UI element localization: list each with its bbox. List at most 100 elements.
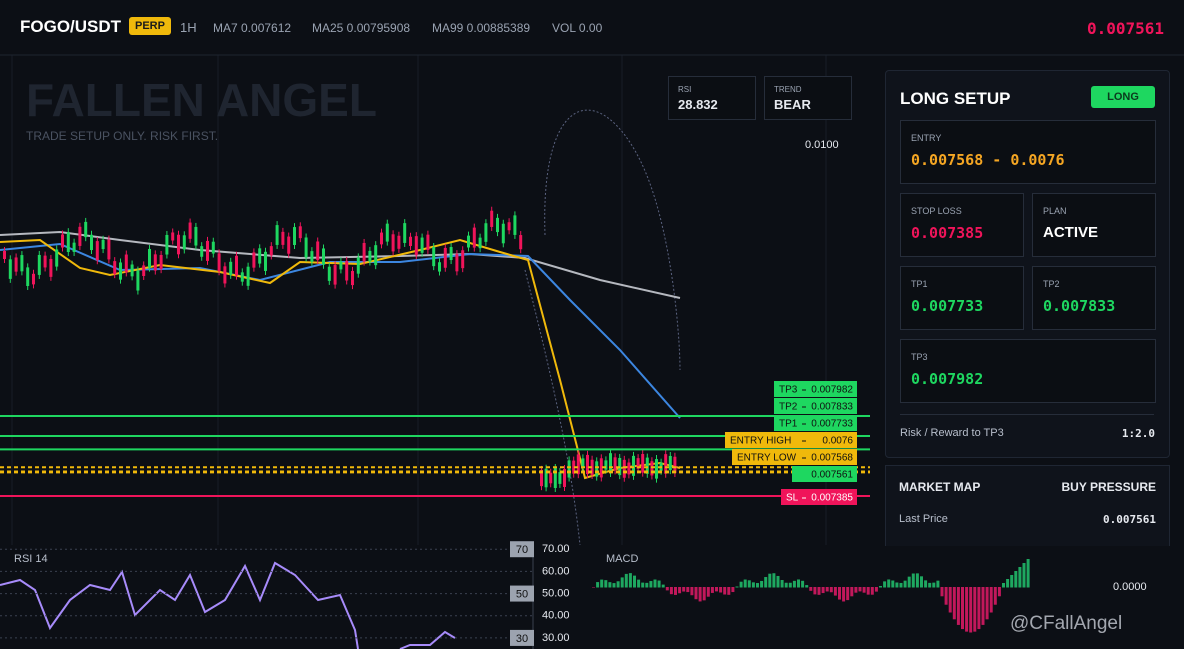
trend-value: BEAR: [774, 97, 811, 112]
macd-bar: [731, 587, 735, 593]
candle-body: [351, 270, 354, 286]
candle-body: [558, 472, 562, 484]
candle-body: [345, 260, 349, 281]
macd-bar: [702, 587, 706, 601]
macd-bar: [817, 587, 821, 595]
macd-bar: [821, 587, 825, 594]
trend-label: TREND: [774, 85, 802, 94]
macd-bar: [874, 587, 878, 592]
market-title: MARKET MAP: [899, 480, 981, 494]
candle-body: [95, 241, 99, 261]
candle-body: [293, 227, 296, 245]
level-value: 0.007733: [811, 419, 853, 430]
candle-body: [287, 236, 291, 254]
candle-body: [316, 241, 320, 261]
rsi-tick-label: 60.00: [542, 565, 570, 577]
candle-body: [668, 455, 672, 471]
candle-body: [673, 456, 677, 474]
macd-bar: [915, 573, 919, 588]
macd-bar: [838, 587, 841, 600]
candle-body: [113, 261, 117, 275]
candle-body: [368, 250, 372, 262]
macd-bar: [883, 581, 887, 588]
macd-bar: [751, 582, 755, 588]
trend-card: TREND BEAR: [764, 76, 852, 120]
interval: 1H: [180, 20, 197, 35]
macd-bar: [825, 587, 829, 592]
candle-body: [26, 267, 30, 286]
candle-body: [217, 253, 221, 272]
ma7-line: [0, 238, 681, 480]
macd-bar: [608, 582, 612, 588]
candle-body: [432, 247, 436, 267]
candle-body: [599, 458, 603, 478]
candle-body: [636, 458, 640, 469]
candle-body: [403, 223, 407, 243]
macd-bar: [698, 587, 702, 602]
macd-bar: [887, 579, 891, 588]
ma25: MA25 0.00795908: [312, 21, 411, 35]
level-label: TP3: [779, 385, 798, 396]
candle-body: [194, 226, 198, 246]
candle-body: [478, 237, 482, 249]
setup-title: LONG SETUP: [900, 89, 1011, 108]
plan-card: PLAN ACTIVE: [1032, 193, 1156, 257]
macd-bar: [596, 582, 600, 588]
candle-body: [496, 217, 499, 233]
macd-bar: [756, 583, 759, 588]
macd-bar: [813, 587, 817, 595]
macd-bar: [993, 587, 997, 605]
stop-card: STOP LOSS 0.007385: [900, 193, 1024, 257]
candle-body: [235, 255, 238, 276]
plan-label: PLAN: [1043, 206, 1067, 216]
rsi-axis-bg: [533, 545, 580, 649]
rsi-level-box: [510, 541, 534, 558]
level-label: TP2: [779, 402, 798, 413]
long-button[interactable]: LONG: [1091, 86, 1155, 108]
candle-body: [627, 462, 631, 475]
macd-bar: [1014, 571, 1018, 588]
candle-body: [119, 262, 122, 280]
macd-bar: [600, 579, 604, 588]
macd-bar: [911, 573, 915, 588]
macd-bar: [842, 587, 846, 602]
candle-body: [124, 254, 128, 273]
level-box: [732, 449, 857, 465]
macd-bar: [866, 587, 870, 595]
candle-body: [443, 247, 447, 268]
tp3-label: TP3: [911, 352, 928, 362]
macd-bar: [604, 580, 608, 588]
macd-bar: [903, 580, 907, 588]
candle-body: [165, 234, 169, 255]
rsi-level-label: 50: [516, 588, 528, 600]
candle-body: [576, 454, 580, 475]
last-box: [792, 466, 857, 482]
candle-body: [609, 453, 612, 474]
macd-bar: [682, 587, 686, 592]
candle-body: [20, 255, 24, 272]
level-value: 0.007833: [811, 402, 853, 413]
candle-body: [641, 454, 645, 473]
macd-bar: [792, 580, 796, 588]
tp3-value: 0.007982: [911, 370, 984, 388]
macd-bar: [1018, 567, 1022, 588]
macd-bar: [637, 579, 641, 588]
macd-bar: [641, 582, 645, 588]
candle-body: [49, 258, 53, 277]
macd-bar: [969, 587, 973, 633]
macd-bar: [727, 587, 731, 595]
macd-bar: [891, 580, 895, 588]
level-value: 0.007385: [811, 493, 853, 504]
candle-body: [130, 264, 134, 277]
candle-body: [356, 257, 360, 274]
candles: [3, 206, 677, 492]
macd-bar: [948, 587, 952, 613]
level-value: 0.007568: [811, 453, 853, 464]
macd-bar: [719, 587, 723, 593]
vol: VOL 0.00: [552, 21, 603, 35]
candle-body: [43, 255, 47, 268]
candle-body: [461, 250, 465, 269]
candle-body: [632, 455, 635, 476]
